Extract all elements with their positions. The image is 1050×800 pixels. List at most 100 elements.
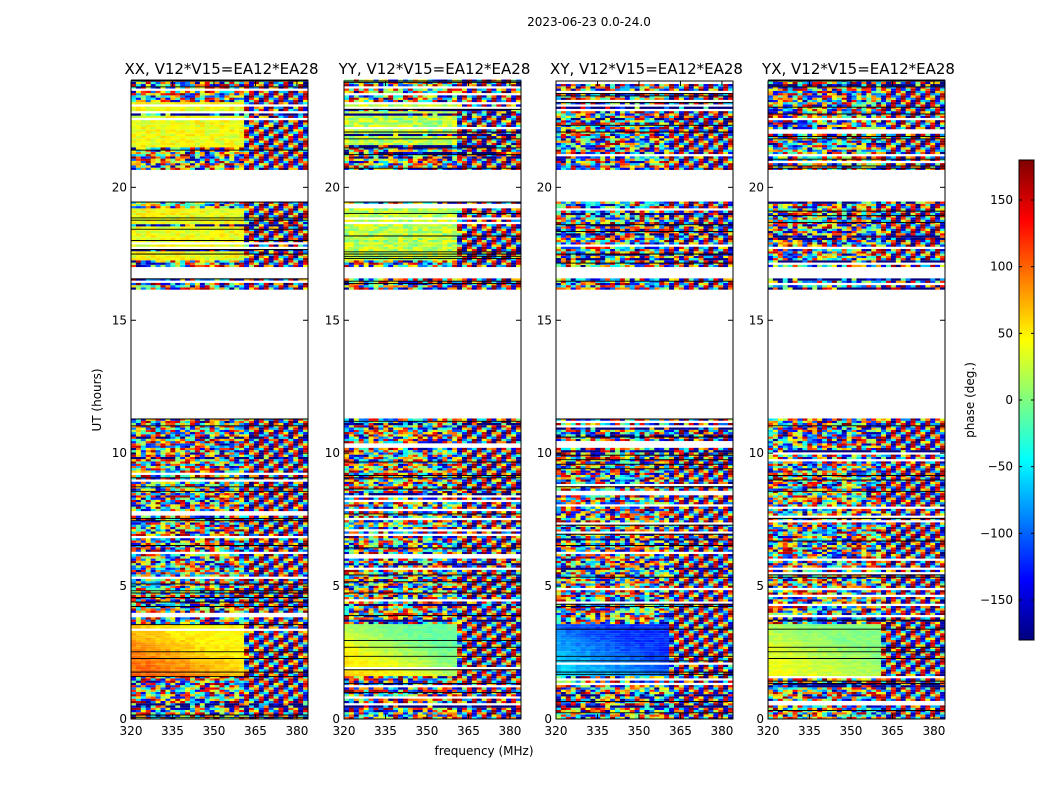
phase-cell: [180, 258, 186, 261]
phase-cell: [229, 714, 235, 717]
phase-cell: [180, 581, 186, 584]
phase-cell: [214, 682, 220, 686]
phase-cell: [199, 255, 206, 259]
phase-cell: [224, 422, 230, 426]
phase-cell: [268, 563, 274, 566]
phase-cell: [278, 590, 284, 593]
phase-cell: [194, 583, 201, 586]
phase-cell: [278, 603, 284, 607]
phase-cell: [140, 590, 147, 593]
phase-cell: [219, 569, 225, 573]
phase-cell: [268, 590, 274, 593]
phase-cell: [204, 648, 210, 652]
phase-cell: [229, 436, 235, 439]
phase-cell: [131, 637, 137, 640]
phase-cell: [190, 445, 196, 448]
phase-cell: [185, 524, 191, 527]
phase-cell: [204, 422, 210, 426]
phase-cell: [155, 705, 161, 708]
phase-cell: [229, 694, 235, 697]
phase-cell: [303, 441, 309, 444]
phase-cell: [244, 454, 250, 457]
phase-cell: [263, 237, 269, 240]
phase-cell: [165, 617, 171, 620]
phase-cell: [293, 441, 299, 444]
phase-cell: [170, 563, 176, 566]
phase-cell: [249, 452, 255, 455]
phase-cell: [214, 438, 220, 442]
phase-cell: [140, 508, 147, 512]
phase-cell: [273, 705, 279, 708]
phase-cell: [199, 282, 206, 286]
phase-cell: [135, 594, 142, 597]
phase-cell: [214, 486, 220, 489]
phase-cell: [209, 554, 215, 557]
phase-cell: [219, 251, 225, 254]
phase-cell: [175, 427, 181, 430]
phase-cell: [253, 538, 260, 541]
phase-cell: [140, 639, 147, 643]
phase-cell: [253, 533, 260, 536]
phase-cell: [194, 490, 201, 494]
phase-cell: [160, 456, 166, 460]
phase-cell: [258, 685, 265, 688]
phase-cell: [229, 425, 235, 428]
phase-cell: [273, 436, 279, 439]
phase-cell: [185, 506, 191, 509]
phase-cell: [303, 599, 309, 602]
phase-cell: [224, 642, 230, 645]
phase-cell: [190, 545, 196, 548]
phase-cell: [244, 685, 250, 688]
phase-cell: [253, 590, 260, 593]
phase-cell: [140, 596, 147, 600]
phase-cell: [273, 463, 279, 466]
phase-cell: [268, 657, 274, 661]
phase-cell: [194, 624, 201, 627]
phase-cell: [175, 526, 181, 530]
phase-cell: [293, 606, 299, 609]
phase-cell: [165, 716, 171, 719]
phase-cell: [258, 633, 265, 636]
phase-cell: [258, 425, 265, 428]
phase-cell: [268, 606, 274, 609]
phase-cell: [175, 662, 181, 665]
phase-cell: [293, 497, 299, 500]
phase-cell: [135, 522, 142, 525]
phase-cell: [239, 454, 245, 457]
phase-cell: [283, 671, 289, 674]
phase-cell: [239, 244, 245, 247]
phase-cell: [234, 253, 240, 256]
phase-cell: [278, 630, 284, 634]
phase-cell: [283, 714, 289, 717]
phase-cell: [244, 484, 250, 487]
phase-cell: [185, 445, 191, 448]
phase-cell: [214, 630, 220, 634]
phase-cell: [253, 540, 260, 543]
phase-cell: [209, 606, 215, 609]
phase-cell: [229, 484, 235, 487]
phase-cell: [155, 490, 161, 494]
phase-cell: [293, 434, 299, 437]
phase-cell: [170, 574, 176, 577]
phase-cell: [239, 664, 245, 668]
phase-cell: [234, 617, 240, 620]
phase-cell: [135, 526, 142, 530]
phase-cell: [253, 504, 260, 507]
phase-cell: [298, 239, 304, 243]
phase-cell: [199, 698, 206, 701]
phase-cell: [244, 244, 250, 247]
phase-cell: [209, 488, 215, 491]
phase-cell: [140, 526, 147, 530]
phase-cell: [199, 456, 206, 460]
phase-cell: [303, 705, 309, 708]
phase-cell: [278, 459, 284, 462]
phase-cell: [194, 667, 201, 670]
phase-cell: [234, 538, 240, 541]
phase-cell: [135, 441, 142, 444]
phase-cell: [268, 646, 274, 649]
phase-cell: [303, 669, 309, 672]
phase-cell: [145, 522, 151, 525]
phase-cell: [199, 531, 206, 534]
phase-cell: [199, 599, 206, 602]
phase-cell: [253, 619, 260, 622]
